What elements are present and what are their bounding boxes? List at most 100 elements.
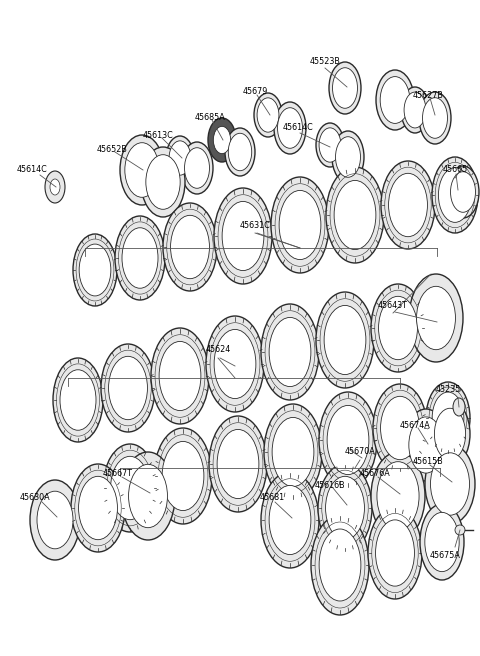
Ellipse shape <box>53 358 103 442</box>
Ellipse shape <box>184 148 209 188</box>
Ellipse shape <box>30 480 80 560</box>
Ellipse shape <box>264 404 322 500</box>
Ellipse shape <box>404 409 448 481</box>
Ellipse shape <box>311 515 369 615</box>
Text: 45631C: 45631C <box>240 220 270 230</box>
Ellipse shape <box>50 179 60 195</box>
Ellipse shape <box>381 396 420 460</box>
Ellipse shape <box>272 417 314 487</box>
Ellipse shape <box>162 441 204 510</box>
Ellipse shape <box>120 135 164 205</box>
Ellipse shape <box>163 203 217 291</box>
Ellipse shape <box>419 92 451 144</box>
Ellipse shape <box>438 168 471 222</box>
Ellipse shape <box>225 128 255 176</box>
Ellipse shape <box>333 68 358 108</box>
Ellipse shape <box>316 123 344 167</box>
Ellipse shape <box>453 398 465 416</box>
Text: 45630A: 45630A <box>20 493 50 502</box>
Ellipse shape <box>166 136 194 180</box>
Ellipse shape <box>326 167 384 263</box>
Ellipse shape <box>434 408 466 460</box>
Ellipse shape <box>332 131 364 183</box>
Ellipse shape <box>170 215 209 279</box>
Ellipse shape <box>375 520 414 586</box>
Ellipse shape <box>79 244 111 296</box>
Ellipse shape <box>319 128 341 162</box>
Ellipse shape <box>379 297 418 359</box>
Ellipse shape <box>455 525 465 535</box>
Ellipse shape <box>425 444 475 524</box>
Ellipse shape <box>380 77 410 123</box>
Ellipse shape <box>271 177 329 273</box>
Ellipse shape <box>101 344 155 432</box>
Ellipse shape <box>277 108 302 148</box>
Ellipse shape <box>222 201 264 270</box>
Ellipse shape <box>274 102 306 154</box>
Ellipse shape <box>430 401 470 467</box>
Ellipse shape <box>409 417 443 473</box>
Text: 45665: 45665 <box>443 165 468 174</box>
Ellipse shape <box>451 172 476 213</box>
Ellipse shape <box>103 444 157 532</box>
Ellipse shape <box>115 216 165 300</box>
Ellipse shape <box>213 127 231 154</box>
Text: 43235: 43235 <box>435 386 461 394</box>
Ellipse shape <box>110 457 149 520</box>
Ellipse shape <box>329 62 361 114</box>
Text: 45614C: 45614C <box>283 123 313 133</box>
Ellipse shape <box>151 328 209 424</box>
Ellipse shape <box>269 318 311 386</box>
Ellipse shape <box>432 392 464 444</box>
Text: 45643T: 45643T <box>378 300 408 310</box>
Ellipse shape <box>327 405 369 474</box>
Ellipse shape <box>325 476 364 540</box>
Ellipse shape <box>146 155 180 209</box>
Ellipse shape <box>228 133 252 171</box>
Ellipse shape <box>154 428 212 524</box>
Ellipse shape <box>169 141 191 175</box>
Ellipse shape <box>269 485 311 554</box>
Ellipse shape <box>376 70 414 130</box>
Ellipse shape <box>208 118 236 162</box>
Ellipse shape <box>159 341 201 411</box>
Ellipse shape <box>388 173 427 237</box>
Ellipse shape <box>420 504 464 580</box>
Ellipse shape <box>371 452 425 540</box>
Text: 45670A: 45670A <box>345 447 375 457</box>
Ellipse shape <box>371 284 425 372</box>
Ellipse shape <box>334 180 376 249</box>
Ellipse shape <box>181 142 213 194</box>
Ellipse shape <box>324 306 366 375</box>
Ellipse shape <box>217 430 259 499</box>
Ellipse shape <box>71 464 125 552</box>
Ellipse shape <box>206 316 264 412</box>
Text: 45685A: 45685A <box>194 112 226 121</box>
Ellipse shape <box>409 274 463 362</box>
Ellipse shape <box>318 464 372 552</box>
Ellipse shape <box>129 464 168 527</box>
Text: 45675A: 45675A <box>430 550 460 560</box>
Ellipse shape <box>121 452 175 540</box>
Ellipse shape <box>214 188 272 284</box>
Text: 45616B: 45616B <box>315 482 345 491</box>
Ellipse shape <box>319 392 377 488</box>
Text: 45681: 45681 <box>259 493 285 502</box>
Text: 45624: 45624 <box>205 346 230 354</box>
Ellipse shape <box>417 286 456 350</box>
Ellipse shape <box>425 512 459 571</box>
Ellipse shape <box>45 171 65 203</box>
Ellipse shape <box>122 228 158 288</box>
Ellipse shape <box>279 190 321 260</box>
Ellipse shape <box>37 491 73 549</box>
Ellipse shape <box>401 87 429 133</box>
Text: 45615B: 45615B <box>413 457 444 466</box>
Ellipse shape <box>316 292 374 388</box>
Ellipse shape <box>209 416 267 512</box>
Ellipse shape <box>60 370 96 430</box>
Ellipse shape <box>214 329 256 399</box>
Ellipse shape <box>377 462 419 530</box>
Ellipse shape <box>257 98 279 132</box>
Ellipse shape <box>319 529 361 601</box>
Text: 45652B: 45652B <box>96 146 127 155</box>
